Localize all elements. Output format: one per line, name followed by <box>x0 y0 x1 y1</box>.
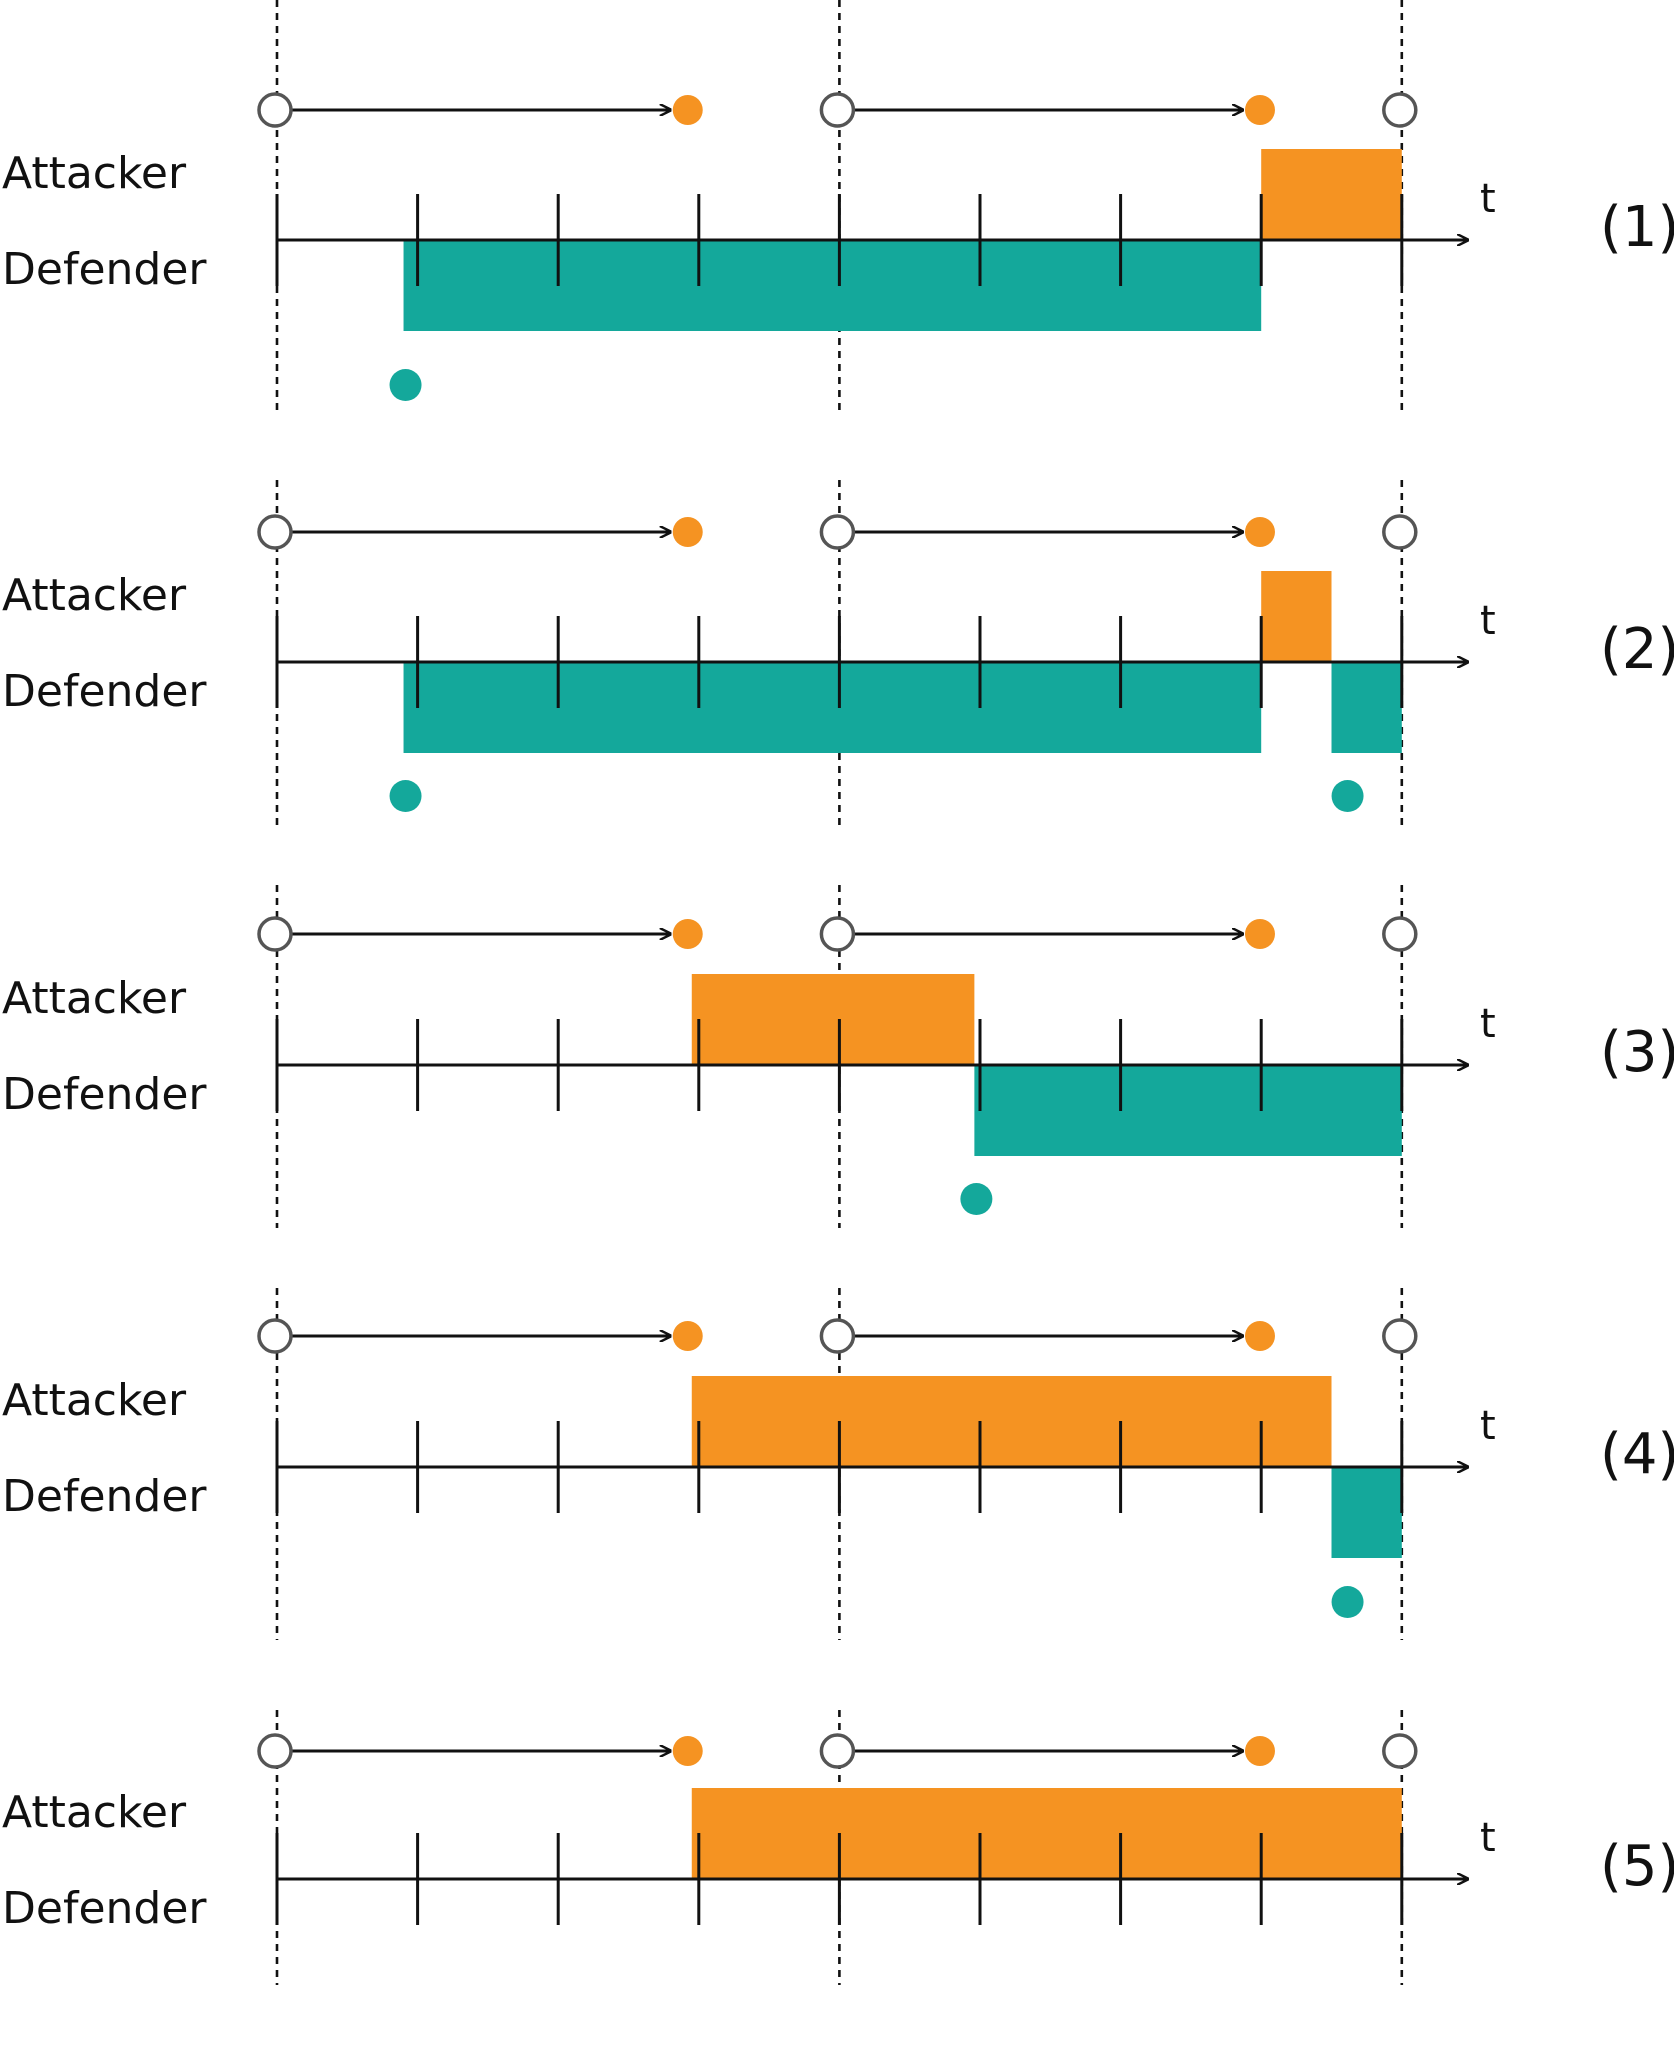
period-start-marker <box>819 1733 856 1769</box>
period-start-marker <box>257 1733 293 1769</box>
panel-1: Attacker Defender t (1) <box>2 0 1674 410</box>
defender-row-label: Defender <box>2 1471 207 1522</box>
panel-4: Attacker Defender t (4) <box>2 1288 1674 1640</box>
defender-control-bar <box>1331 662 1402 753</box>
attacker-move-dot <box>672 95 703 125</box>
time-axis-label: t <box>1480 1403 1496 1449</box>
period-start-marker <box>1382 1733 1418 1769</box>
time-axis-label: t <box>1480 598 1496 644</box>
defender-move-dot <box>1331 780 1364 812</box>
attacker-move-dot <box>672 1321 703 1351</box>
panel-number-label: (1) <box>1600 195 1674 260</box>
defender-row-label: Defender <box>2 666 207 717</box>
attacker-move-dot <box>1244 1321 1275 1351</box>
attacker-row-label: Attacker <box>2 570 187 621</box>
time-axis-label: t <box>1480 176 1496 222</box>
panel-5: Attacker Defender t (5) <box>2 1710 1674 1985</box>
defender-control-bar <box>1331 1467 1402 1558</box>
attacker-row-label: Attacker <box>2 973 187 1024</box>
period-start-marker <box>819 514 856 550</box>
period-start-marker <box>257 916 293 952</box>
defender-row-label: Defender <box>2 1069 207 1120</box>
defender-row-label: Defender <box>2 244 207 295</box>
time-axis-label: t <box>1480 1815 1496 1861</box>
period-start-marker <box>257 92 293 128</box>
defender-control-bar <box>403 662 1262 753</box>
attacker-row-label: Attacker <box>2 1787 187 1838</box>
attacker-control-bar <box>691 974 975 1065</box>
defender-move-dot <box>389 369 422 401</box>
defender-row-label: Defender <box>2 1883 207 1934</box>
attacker-control-bar <box>691 1788 1402 1879</box>
attacker-move-dot <box>672 517 703 547</box>
period-start-marker <box>1382 1318 1418 1354</box>
attacker-move-dot <box>1244 919 1275 949</box>
attacker-move-dot <box>1244 95 1275 125</box>
defender-control-bar <box>403 240 1262 331</box>
panel-3: Attacker Defender t (3) <box>2 885 1674 1228</box>
period-start-marker <box>819 916 856 952</box>
defender-move-dot <box>389 780 422 812</box>
time-axis-label: t <box>1480 1001 1496 1047</box>
period-start-marker <box>1382 92 1418 128</box>
attacker-move-dot <box>1244 517 1275 547</box>
defender-move-dot <box>1331 1586 1364 1618</box>
attacker-control-bar <box>691 1376 1332 1467</box>
attacker-control-bar <box>1261 571 1332 662</box>
panel-2: Attacker Defender t (2) <box>2 480 1674 826</box>
attacker-move-dot <box>1244 1736 1275 1766</box>
period-start-marker <box>819 1318 856 1354</box>
period-start-marker <box>1382 916 1418 952</box>
defender-control-bar <box>974 1065 1402 1156</box>
period-start-marker <box>819 92 856 128</box>
panel-number-label: (2) <box>1600 617 1674 682</box>
period-start-marker <box>257 514 293 550</box>
attacker-move-dot <box>672 919 703 949</box>
attacker-control-bar <box>1261 149 1402 240</box>
period-start-marker <box>257 1318 293 1354</box>
attacker-move-dot <box>672 1736 703 1766</box>
panel-number-label: (4) <box>1600 1422 1674 1487</box>
defender-move-dot <box>960 1183 993 1215</box>
panel-number-label: (3) <box>1600 1020 1674 1085</box>
panel-number-label: (5) <box>1600 1834 1674 1899</box>
period-start-marker <box>1382 514 1418 550</box>
attacker-row-label: Attacker <box>2 1375 187 1426</box>
attacker-row-label: Attacker <box>2 148 187 199</box>
